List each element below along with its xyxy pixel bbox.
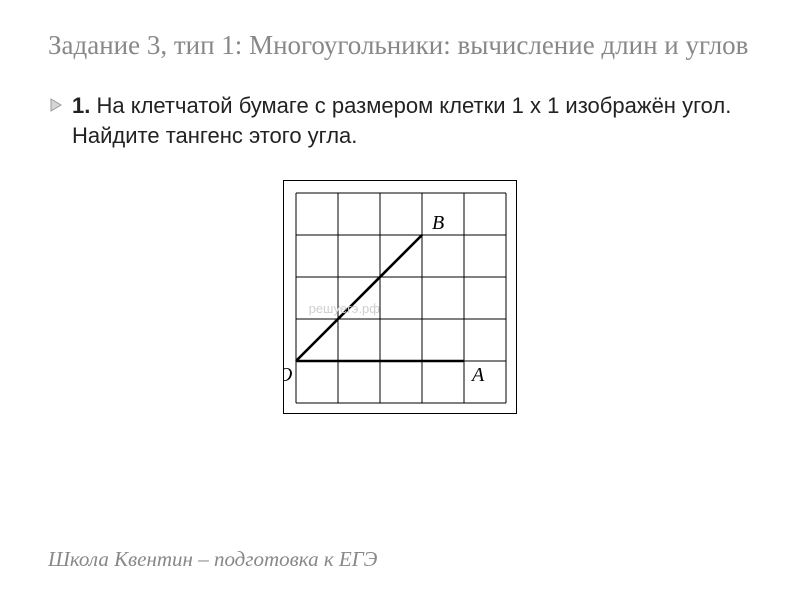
figure-container: решуегэ.рф O A B bbox=[48, 180, 752, 414]
problem-text: 1. На клетчатой бумаге с размером клетки… bbox=[72, 91, 752, 150]
slide-title: Задание 3, тип 1: Многоугольники: вычисл… bbox=[48, 28, 752, 63]
problem-row: 1. На клетчатой бумаге с размером клетки… bbox=[48, 91, 752, 150]
problem-body: На клетчатой бумаге с размером клетки 1 … bbox=[72, 93, 731, 148]
angle-figure: решуегэ.рф O A B bbox=[283, 180, 517, 414]
svg-text:B: B bbox=[432, 212, 444, 234]
bullet-icon bbox=[48, 97, 64, 113]
svg-text:O: O bbox=[283, 364, 292, 386]
svg-text:решуегэ.рф: решуегэ.рф bbox=[309, 301, 381, 316]
footer-text: Школа Квентин – подготовка к ЕГЭ bbox=[48, 547, 377, 572]
problem-number: 1. bbox=[72, 93, 90, 118]
svg-text:A: A bbox=[470, 364, 485, 386]
